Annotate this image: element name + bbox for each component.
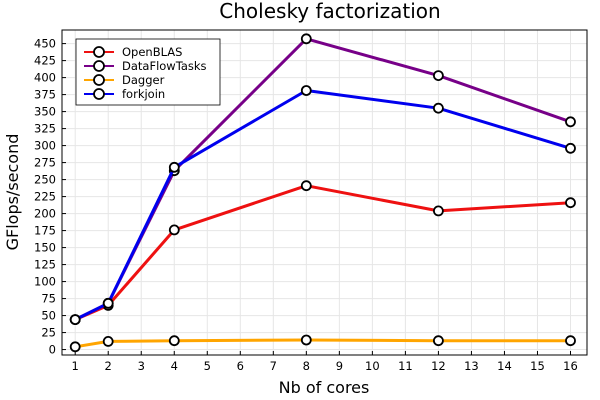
data-point [300,33,312,45]
y-tick-label: 250 [34,173,56,187]
x-tick-label: 7 [270,359,277,373]
y-tick-label: 425 [34,54,56,68]
x-tick-label: 13 [464,359,479,373]
x-axis-label: Nb of cores [279,378,370,397]
y-tick-label: 450 [34,37,56,51]
series-line [74,89,571,321]
y-axis-label: GFlops/second [3,134,22,251]
y-tick-label: 300 [34,139,56,153]
series-dagger [69,334,576,353]
data-point [565,197,576,209]
legend-label: Dagger [122,73,165,87]
y-tick-label: 325 [34,122,56,136]
data-point [432,102,444,114]
y-tick-label: 375 [34,88,56,102]
data-point [432,70,444,81]
data-point [300,85,312,96]
series-forkjoin [69,85,576,326]
x-tick-label: 6 [237,359,244,373]
data-point [69,314,81,326]
x-tick-label: 4 [171,359,178,373]
data-point [69,341,81,353]
legend-marker [93,60,105,72]
series-line [74,184,571,321]
x-tick-label: 15 [530,359,545,373]
legend-label: OpenBLAS [122,45,182,59]
y-tick-label: 50 [41,309,56,323]
grid-layer [62,30,587,355]
x-tick-label: 12 [431,359,446,373]
data-point [432,205,444,217]
x-tick-label: 16 [563,359,578,373]
x-tick-label: 10 [365,359,380,373]
y-tick-label: 100 [34,275,56,289]
y-tick-label: 275 [34,156,56,170]
y-tick-label: 125 [34,258,56,272]
data-point [565,116,576,128]
y-tick-label: 225 [34,190,56,204]
legend-marker [93,74,105,86]
legend-marker [93,46,105,58]
y-tick-label: 0 [49,343,56,357]
data-point [102,335,114,347]
y-tick-label: 200 [34,207,56,221]
plot-frame [61,29,588,356]
x-tick-label: 1 [72,359,79,373]
y-tick-label: 400 [34,71,56,85]
legend-label: DataFlowTasks [122,59,207,73]
x-tick-label: 5 [204,359,211,373]
series-layer [69,33,576,353]
data-point [300,334,312,346]
data-point [432,335,444,347]
series-line [74,338,571,349]
y-tick-label: 150 [34,241,56,255]
x-tick-label: 14 [497,359,512,373]
data-point [565,142,576,154]
x-tick-label: 9 [336,359,343,373]
data-point [168,335,180,347]
legend-label: forkjoin [122,87,165,101]
y-tick-label: 350 [34,105,56,119]
data-point [565,335,576,347]
y-tick-label: 75 [41,292,56,306]
series-openblas [69,180,576,326]
data-point [168,224,180,236]
x-tick-label: 2 [105,359,112,373]
data-point [102,297,114,309]
y-tick-label: 25 [41,326,56,340]
y-tick-label: 175 [34,224,56,238]
x-tick-label: 3 [138,359,145,373]
x-tick-label: 8 [303,359,310,373]
tick-layer: 1 2 3 4 5 6 7 8 9 10 11 12 13 14 15 1602550751001251501… [34,37,578,373]
chart-title: Cholesky factorization [219,0,440,23]
x-tick-label: 11 [398,359,413,373]
data-point [168,161,180,173]
legend-marker [93,88,105,100]
data-point [300,180,312,192]
